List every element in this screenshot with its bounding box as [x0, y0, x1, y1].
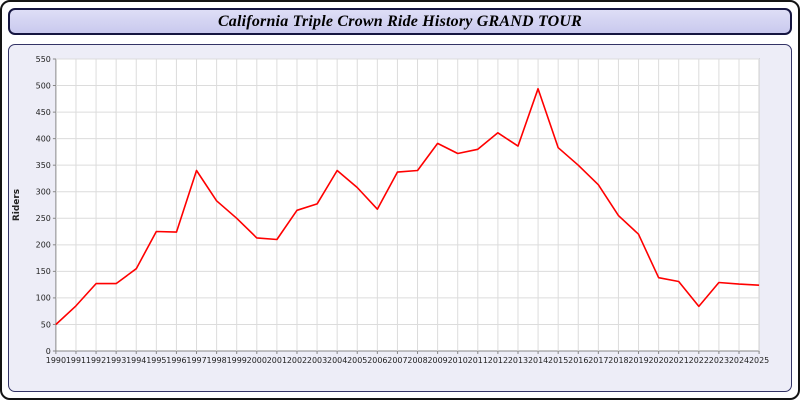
plot-area	[55, 58, 760, 352]
x-tick-label: 2016	[568, 356, 588, 365]
y-tick-label: 100	[36, 294, 51, 303]
y-tick-label: 0	[46, 347, 51, 356]
x-tick-label: 2010	[448, 356, 468, 365]
x-tick-label: 2000	[247, 356, 267, 365]
x-tick-label: 2013	[508, 356, 528, 365]
x-tick-label: 1994	[126, 356, 146, 365]
y-tick-label: 450	[36, 108, 51, 117]
x-tick-label: 2007	[387, 356, 407, 365]
y-tick-label: 350	[36, 161, 51, 170]
chart-title-bar: California Triple Crown Ride History GRA…	[8, 8, 792, 35]
ride-history-line	[55, 87, 760, 326]
x-tick-label: 2004	[327, 356, 347, 365]
x-tick-label: 2019	[628, 356, 648, 365]
chart-panel: 0 50 100 150 200 250 300 350 400 450 500 550 1990 199…	[8, 44, 792, 392]
y-tick-label: 400	[36, 134, 51, 143]
x-tick-label: 2012	[488, 356, 508, 365]
y-tick-label: 500	[36, 81, 51, 90]
x-tick-label: 1991	[66, 356, 86, 365]
x-tick-label: 2024	[729, 356, 749, 365]
x-tick-label: 2002	[287, 356, 307, 365]
x-tick-label: 2025	[749, 356, 769, 365]
y-tick-label: 50	[41, 320, 51, 329]
y-axis-label: Riders	[12, 189, 22, 221]
x-tick-label: 2018	[608, 356, 628, 365]
x-tick-label: 1993	[106, 356, 126, 365]
x-tick-label: 1996	[166, 356, 186, 365]
x-tick-label: 2009	[427, 356, 447, 365]
x-tick-label: 2006	[367, 356, 387, 365]
x-tick-label: 2005	[347, 356, 367, 365]
x-tick-label: 2017	[588, 356, 608, 365]
x-tick-label: 1992	[86, 356, 106, 365]
x-tick-label: 2003	[307, 356, 327, 365]
x-tick-label: 2021	[669, 356, 689, 365]
x-tick-label: 1990	[46, 356, 66, 365]
x-tick-label: 2008	[407, 356, 427, 365]
x-tick-label: 1995	[146, 356, 166, 365]
x-tick-label: 1997	[186, 356, 206, 365]
x-tick-label: 2015	[548, 356, 568, 365]
y-tick-label: 150	[36, 267, 51, 276]
x-tick-label: 2001	[267, 356, 287, 365]
x-tick-label: 2020	[648, 356, 668, 365]
y-tick-label: 250	[36, 214, 51, 223]
x-tick-label: 2011	[468, 356, 488, 365]
x-tick-label: 2022	[689, 356, 709, 365]
x-tick-label: 2023	[709, 356, 729, 365]
y-tick-label: 300	[36, 188, 51, 197]
y-tick-label: 550	[36, 55, 51, 64]
y-tick-label: 200	[36, 241, 51, 250]
x-tick-label: 1999	[227, 356, 247, 365]
x-tick-label: 2014	[528, 356, 548, 365]
chart-title: California Triple Crown Ride History GRA…	[217, 12, 583, 30]
x-tick-label: 1998	[206, 356, 226, 365]
